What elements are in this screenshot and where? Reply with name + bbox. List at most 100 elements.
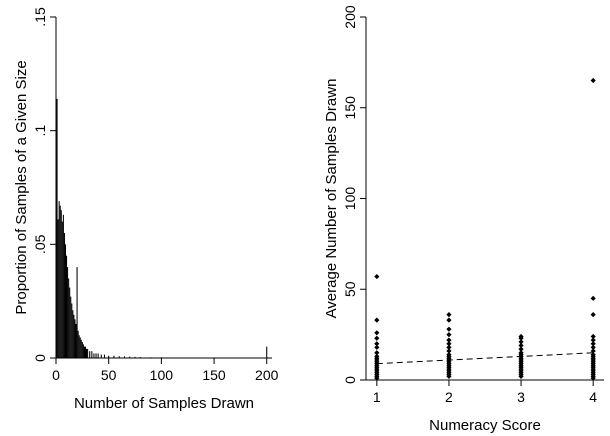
scatter-point [446, 326, 452, 332]
scatter-point [446, 317, 452, 323]
scatter-point [518, 342, 524, 349]
scatter-point [518, 335, 524, 341]
y-tick-label: 100 [342, 187, 358, 211]
histogram-bar [74, 319, 76, 358]
y-tick-label: 200 [342, 5, 358, 29]
histogram-bar [78, 335, 80, 358]
scatter-point [518, 346, 524, 352]
scatter-point [374, 375, 380, 381]
scatter-point [590, 348, 596, 354]
histogram-bar [67, 267, 69, 358]
histogram-bar [93, 353, 95, 358]
scatter-point [590, 375, 596, 381]
scatter-point [590, 77, 596, 84]
histogram-bar [95, 353, 97, 358]
histogram-bar [72, 310, 74, 358]
histogram-bar [59, 205, 61, 358]
histogram-bar [123, 356, 126, 358]
histogram-bar [134, 356, 136, 358]
y-tick-label: .15 [32, 7, 48, 27]
histogram-bar [80, 339, 82, 358]
histogram-bar [75, 323, 77, 358]
histogram-bar [97, 353, 99, 358]
scatter-point [590, 312, 596, 318]
scatter-point [374, 344, 380, 350]
scatter-panel: 0 50 100 150 200 1 2 3 4 Average Number of Sample… [323, 5, 604, 434]
x-axis-title: Number of Samples Drawn [74, 395, 254, 412]
scatter-point [446, 348, 452, 354]
y-tick-label: .1 [32, 125, 48, 137]
scatter-point [446, 332, 452, 338]
histogram-bar [82, 344, 84, 358]
histogram-bar [60, 210, 62, 358]
histogram-bar [113, 355, 115, 358]
fit-line [376, 352, 594, 365]
scatter-point [590, 337, 596, 343]
histogram-bar [89, 351, 91, 358]
histogram-bar [76, 267, 78, 358]
histogram-bar [118, 356, 120, 358]
scatter-point [374, 317, 380, 323]
scatter-point [374, 273, 380, 280]
histogram-bar [103, 354, 105, 358]
scatter-point [590, 344, 596, 350]
y-tick-label: 50 [342, 281, 358, 297]
x-tick-label: 3 [517, 389, 525, 405]
histogram-bar [62, 214, 64, 358]
histogram-bar [68, 278, 70, 358]
histogram-bar [79, 337, 81, 358]
y-tick-label: .05 [32, 234, 48, 254]
y-tick-label: 150 [342, 96, 358, 120]
scatter-point [446, 373, 452, 379]
x-tick-label: 150 [202, 367, 226, 383]
histogram-bar [108, 355, 110, 358]
histogram-bar [171, 357, 173, 359]
x-tick-label: 100 [150, 367, 174, 383]
scatter-point [446, 341, 452, 347]
histogram-bar [187, 357, 189, 359]
scatter-point [590, 295, 596, 301]
histogram-bar [64, 244, 67, 358]
scatter-point [374, 330, 380, 336]
x-tick-label: 0 [52, 367, 60, 383]
histogram-bar [160, 357, 162, 359]
histogram-bar [202, 357, 205, 359]
y-axis-title: Proportion of Samples of a Given Size [13, 60, 30, 314]
scatter-point [374, 335, 380, 341]
histogram-panel: 0 .05 .1 .15 0 50 100 150 200 Proportion of Sampl… [13, 7, 279, 412]
y-axis-title: Average Number of Samples Drawn [323, 79, 340, 319]
scatter-point [446, 312, 452, 318]
histogram-bar [81, 342, 83, 358]
scatter-point [590, 333, 596, 340]
histogram-bar [91, 351, 93, 358]
histogram-bar [71, 303, 73, 358]
histogram-bar [73, 314, 75, 358]
scatter-point [518, 339, 524, 345]
scatter-point [518, 373, 524, 379]
scatter-point [590, 341, 596, 347]
x-tick-label: 2 [445, 389, 453, 405]
y-tick-label: 0 [342, 376, 358, 384]
histogram-bar [83, 346, 85, 358]
histogram-bar [77, 330, 79, 358]
histogram-bar [56, 98, 58, 358]
histogram-bar [69, 287, 71, 358]
scatter-point [374, 350, 380, 356]
histogram-bar [63, 232, 65, 358]
histogram-bar [66, 255, 68, 358]
x-tick-label: 50 [101, 367, 117, 383]
scatter-point [446, 344, 452, 350]
x-axis-title: Numeracy Score [429, 417, 541, 434]
histogram-bar [266, 346, 268, 358]
histogram-bar [70, 296, 72, 358]
histogram-bar [129, 356, 131, 358]
histogram-bar [100, 354, 102, 358]
histogram-bar [84, 346, 87, 358]
y-tick-label: 0 [32, 354, 48, 362]
x-tick-label: 200 [255, 367, 279, 383]
histogram-bar [61, 221, 63, 358]
histogram-bar [150, 357, 152, 359]
histogram-bar [87, 348, 89, 358]
x-tick-label: 1 [373, 389, 381, 405]
